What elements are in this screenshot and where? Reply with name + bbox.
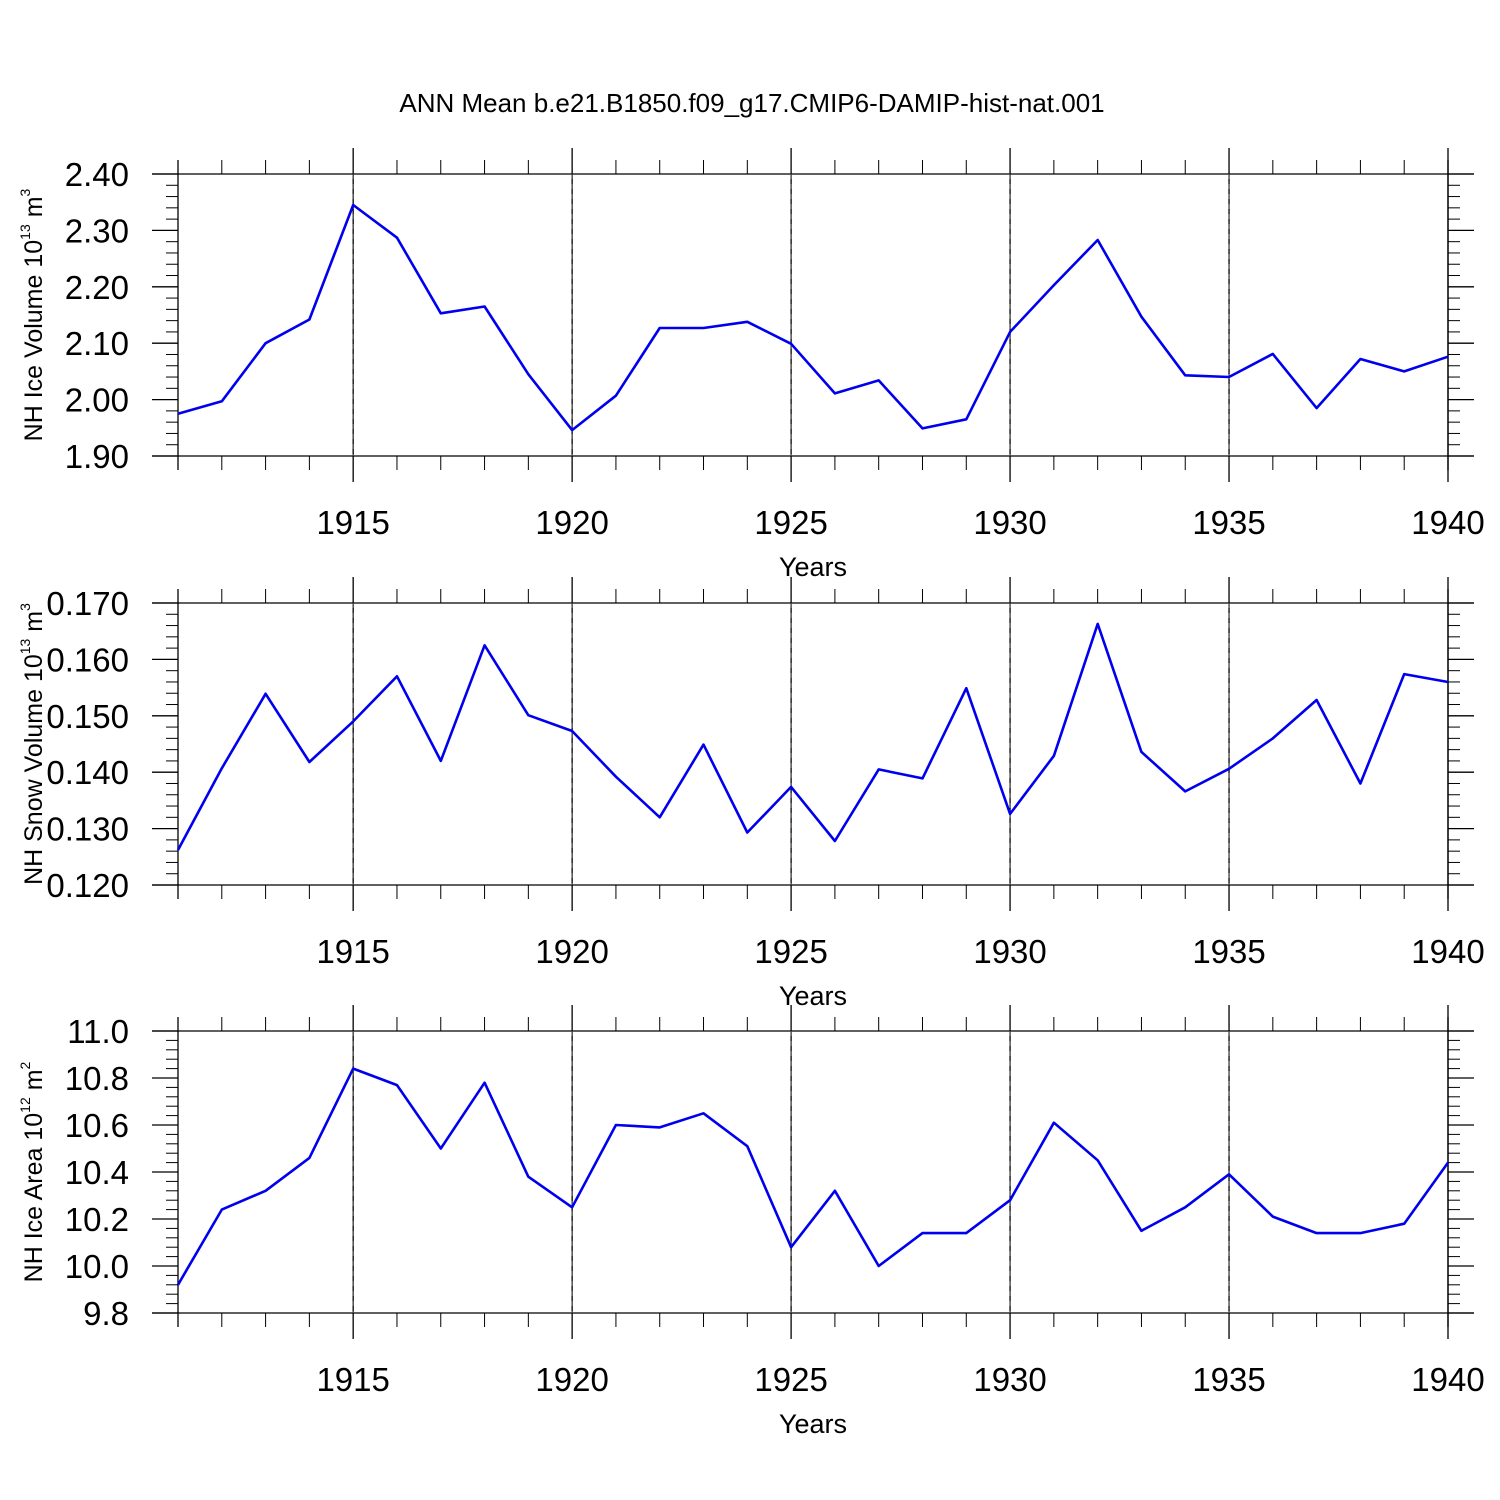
series-line — [176, 622, 1449, 851]
x-tick-label: 1920 — [535, 1361, 608, 1398]
series-line — [176, 1067, 1450, 1286]
x-tick-label: 1940 — [1411, 1361, 1484, 1398]
y-tick-label: 0.150 — [46, 698, 129, 735]
panel-3: 1915 1920 1925 1930 1935 1940 9.8 10.0 10.2 10.4 1… — [17, 1005, 1485, 1439]
x-tick-label: 1920 — [535, 504, 608, 541]
x-axis-label: Years — [779, 1409, 847, 1439]
y-tick-label: 2.00 — [65, 382, 129, 419]
x-tick-label: 1930 — [973, 933, 1046, 970]
y-tick-label: 0.140 — [46, 754, 129, 791]
y-tick-label: 2.30 — [65, 212, 129, 249]
x-tick-label: 1930 — [973, 504, 1046, 541]
y-tick-label: 0.120 — [46, 867, 129, 904]
series-line — [177, 203, 1449, 432]
x-axis-label: Years — [779, 981, 847, 1011]
x-tick-label: 1925 — [754, 933, 827, 970]
x-tick-label: 1920 — [535, 933, 608, 970]
y-tick-label: 1.90 — [65, 438, 129, 475]
y-tick-label: 10.0 — [65, 1248, 129, 1285]
x-tick-label: 1915 — [316, 1361, 389, 1398]
panel-1: 1915 1920 1925 1930 1935 1940 1.90 2.00 2.10 2.20… — [17, 148, 1485, 582]
y-tick-label: 10.2 — [65, 1201, 129, 1238]
x-tick-label: 1940 — [1411, 504, 1484, 541]
y-tick-label: 10.8 — [65, 1060, 129, 1097]
y-tick-label: 0.170 — [46, 585, 129, 622]
x-tick-label: 1925 — [754, 1361, 827, 1398]
y-tick-label: 11.0 — [67, 1013, 129, 1050]
y-axis-label: NH Ice Volume 1013 m3 — [17, 188, 48, 441]
y-tick-label: 0.160 — [46, 641, 129, 678]
x-tick-label: 1940 — [1411, 933, 1484, 970]
y-tick-label: 0.130 — [46, 811, 129, 848]
x-tick-label: 1925 — [754, 504, 827, 541]
x-tick-label: 1935 — [1192, 1361, 1265, 1398]
figure-title: ANN Mean b.e21.B1850.f09_g17.CMIP6-DAMIP… — [399, 88, 1104, 118]
y-tick-label: 2.40 — [65, 156, 129, 193]
y-tick-label: 9.8 — [83, 1295, 129, 1332]
y-tick-label: 10.4 — [65, 1154, 129, 1191]
x-tick-label: 1915 — [316, 933, 389, 970]
y-tick-label: 2.10 — [65, 325, 129, 362]
y-tick-label: 2.20 — [65, 269, 129, 306]
y-tick-label: 10.6 — [65, 1107, 129, 1144]
y-axis-label: NH Ice Area 1012 m2 — [17, 1061, 48, 1282]
x-tick-label: 1935 — [1192, 504, 1265, 541]
x-tick-label: 1915 — [316, 504, 389, 541]
x-tick-label: 1930 — [973, 1361, 1046, 1398]
x-axis-label: Years — [779, 552, 847, 582]
y-axis-label: NH Snow Volume 1013 m3 — [17, 603, 48, 885]
x-tick-label: 1935 — [1192, 933, 1265, 970]
panel-2: 1915 1920 1925 1930 1935 1940 0.120 0.130 0.140 0… — [17, 577, 1485, 1011]
